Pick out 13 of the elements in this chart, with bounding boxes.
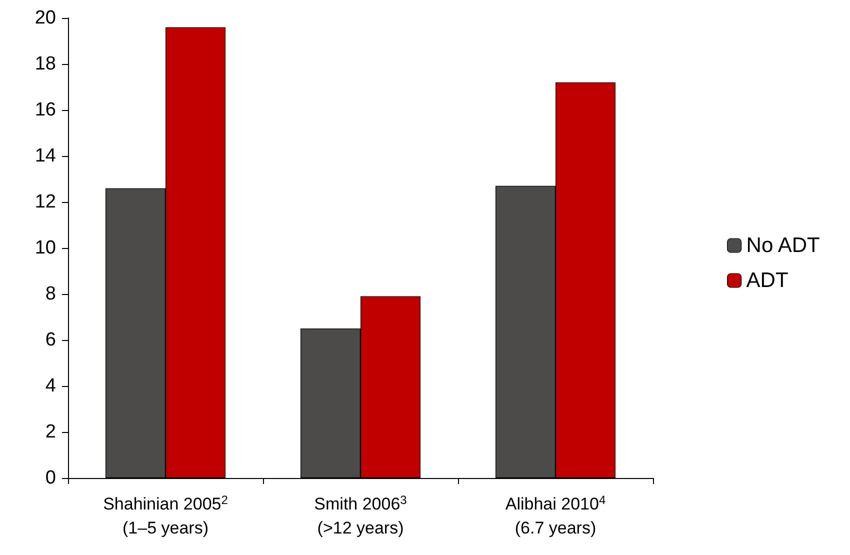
y-tick-label: 0 bbox=[45, 468, 56, 488]
y-tick-label: 6 bbox=[45, 330, 56, 350]
y-tick-label: 12 bbox=[34, 192, 56, 212]
y-tick-label: 10 bbox=[34, 238, 56, 258]
y-tick-label: 20 bbox=[34, 8, 56, 28]
legend-label: ADT bbox=[746, 269, 788, 292]
y-tick-label: 2 bbox=[45, 422, 56, 442]
y-tick-label: 14 bbox=[34, 146, 56, 166]
y-tick-label: 16 bbox=[34, 100, 56, 120]
y-tick-label: 8 bbox=[45, 284, 56, 304]
y-tick-label: 4 bbox=[45, 376, 56, 396]
y-tick-label: 18 bbox=[34, 54, 56, 74]
legend-label: No ADT bbox=[746, 234, 820, 257]
